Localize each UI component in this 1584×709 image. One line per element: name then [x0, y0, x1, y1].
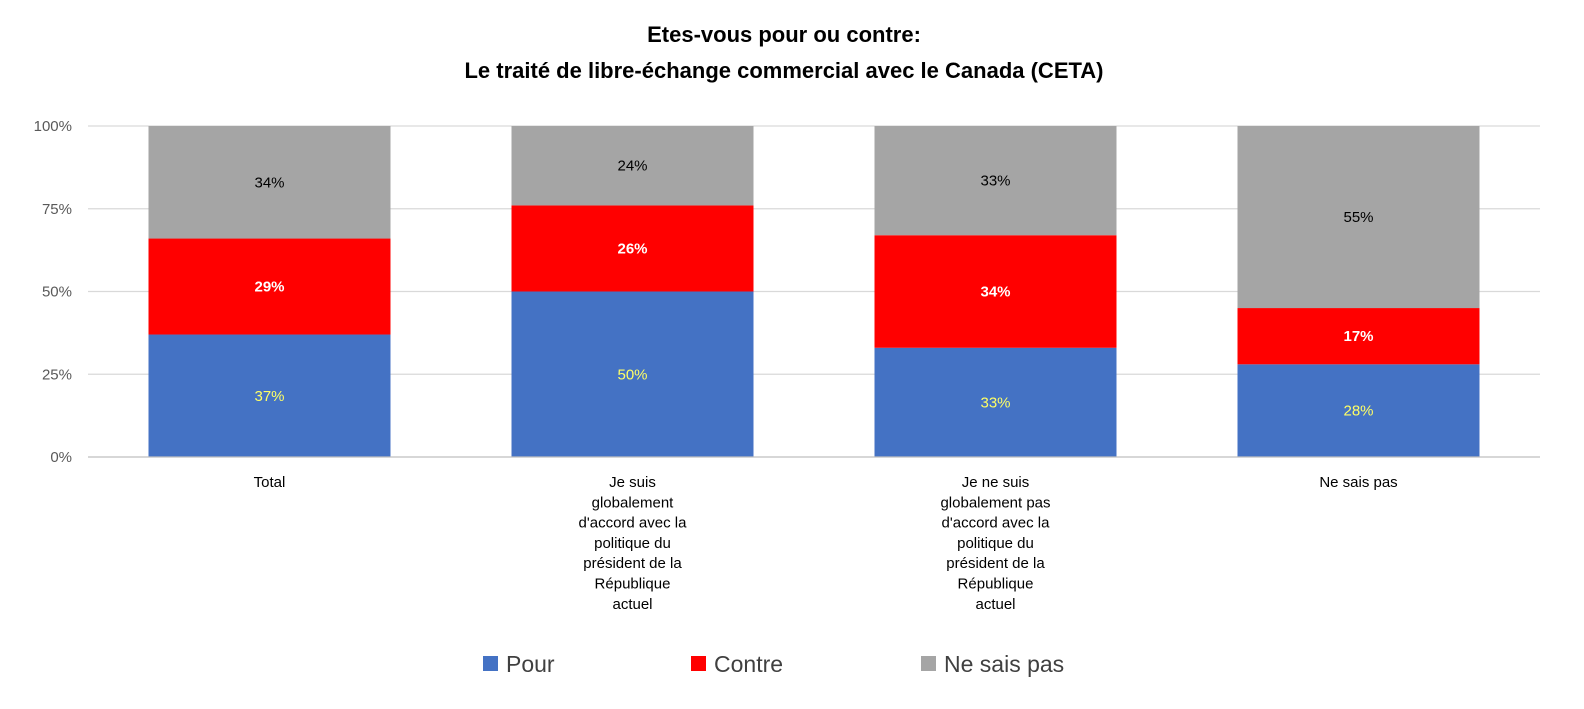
category-label: globalement pas	[940, 494, 1050, 511]
legend-swatch	[483, 656, 498, 671]
bars	[148, 126, 1480, 457]
legend: Pour Contre Ne sais pas	[483, 651, 1064, 677]
bar-segment-ne-sais-pas	[148, 126, 391, 239]
category-label: globalement	[592, 494, 675, 511]
y-tick-label: 100%	[34, 118, 72, 135]
bar-segment-pour	[511, 291, 754, 457]
data-label: 26%	[617, 240, 647, 257]
bar-segment-contre	[874, 235, 1117, 348]
bar-segment-contre	[148, 238, 391, 335]
category-label: actuel	[975, 596, 1015, 613]
data-label: 34%	[254, 174, 284, 191]
chart-title-line: Le traité de libre-échange commercial av…	[464, 58, 1103, 83]
category-label: politique du	[594, 535, 671, 552]
category-label: Je ne suis	[962, 474, 1030, 491]
category-label: Ne sais pas	[1319, 474, 1397, 491]
data-label: 29%	[254, 279, 284, 296]
legend-label: Contre	[714, 651, 783, 677]
bar-segment-contre	[1237, 308, 1480, 365]
y-tick-label: 75%	[42, 201, 72, 218]
bar-segment-pour	[1237, 364, 1480, 457]
category-label: actuel	[612, 596, 652, 613]
data-label: 33%	[980, 394, 1010, 411]
category-label: politique du	[957, 535, 1034, 552]
chart-title: Etes-vous pour ou contre: Le traité de li…	[464, 22, 1103, 83]
category-label: d'accord avec la	[942, 515, 1051, 532]
category-label: République	[958, 576, 1034, 593]
y-tick-label: 25%	[42, 366, 72, 383]
y-axis-tick-labels: 0% 25% 50% 75% 100%	[34, 118, 72, 466]
data-label: 50%	[617, 366, 647, 383]
data-label: 34%	[980, 284, 1010, 301]
bar-segment-ne-sais-pas	[1237, 126, 1480, 309]
y-tick-label: 50%	[42, 284, 72, 301]
category-label: d'accord avec la	[579, 515, 688, 532]
data-label: 24%	[617, 158, 647, 175]
data-label: 55%	[1343, 209, 1373, 226]
legend-label: Ne sais pas	[944, 651, 1064, 677]
data-labels: 37% 29% 34% 50% 26% 24% 33% 34% 33% 28% 17% 55%	[254, 158, 1373, 420]
bar-segment-pour	[148, 334, 391, 457]
bar-segment-contre	[511, 205, 754, 292]
category-label: président de la	[583, 555, 682, 572]
category-label: Total	[254, 474, 286, 491]
y-tick-label: 0%	[50, 449, 72, 466]
data-label: 17%	[1343, 328, 1373, 345]
category-label: Je suis	[609, 474, 656, 491]
category-label: président de la	[946, 555, 1045, 572]
chart-title-line: Etes-vous pour ou contre:	[647, 22, 921, 47]
data-label: 33%	[980, 173, 1010, 190]
category-label: République	[595, 576, 671, 593]
bar-segment-ne-sais-pas	[511, 126, 754, 206]
bar-segment-ne-sais-pas	[874, 126, 1117, 236]
legend-label: Pour	[506, 651, 555, 677]
legend-swatch	[921, 656, 936, 671]
legend-swatch	[691, 656, 706, 671]
bar-segment-pour	[874, 347, 1117, 457]
data-label: 28%	[1343, 403, 1373, 420]
data-label: 37%	[254, 388, 284, 405]
category-labels: Total Je suis globalement d'accord avec la p…	[254, 474, 1398, 613]
